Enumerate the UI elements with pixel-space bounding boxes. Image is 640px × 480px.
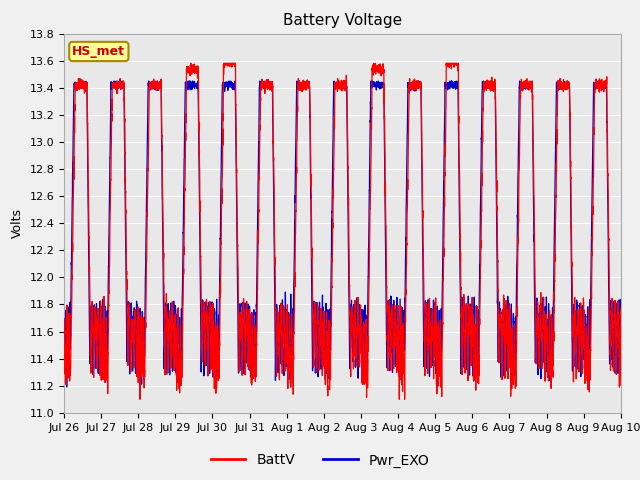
BattV [468, 331, 476, 337]
Pwr_EXO [617, 312, 625, 318]
Pwr_EXO [77, 78, 84, 84]
Pwr_EXO [436, 355, 444, 360]
Pwr_EXO [63, 384, 70, 390]
BattV [499, 333, 507, 339]
Pwr_EXO [616, 351, 624, 357]
BattV [220, 60, 228, 66]
Title: Battery Voltage: Battery Voltage [283, 13, 402, 28]
Pwr_EXO [499, 313, 507, 319]
BattV [60, 355, 68, 360]
Pwr_EXO [468, 314, 476, 320]
Line: BattV: BattV [64, 63, 621, 399]
Y-axis label: Volts: Volts [11, 208, 24, 238]
BattV [322, 367, 330, 372]
BattV [161, 310, 168, 316]
BattV [436, 340, 444, 346]
Line: Pwr_EXO: Pwr_EXO [64, 81, 621, 387]
Pwr_EXO [60, 303, 68, 309]
BattV [617, 382, 625, 388]
Legend: BattV, Pwr_EXO: BattV, Pwr_EXO [205, 448, 435, 473]
BattV [136, 396, 144, 402]
Pwr_EXO [322, 307, 330, 312]
Text: HS_met: HS_met [72, 45, 125, 58]
Pwr_EXO [161, 361, 168, 367]
BattV [616, 315, 624, 321]
